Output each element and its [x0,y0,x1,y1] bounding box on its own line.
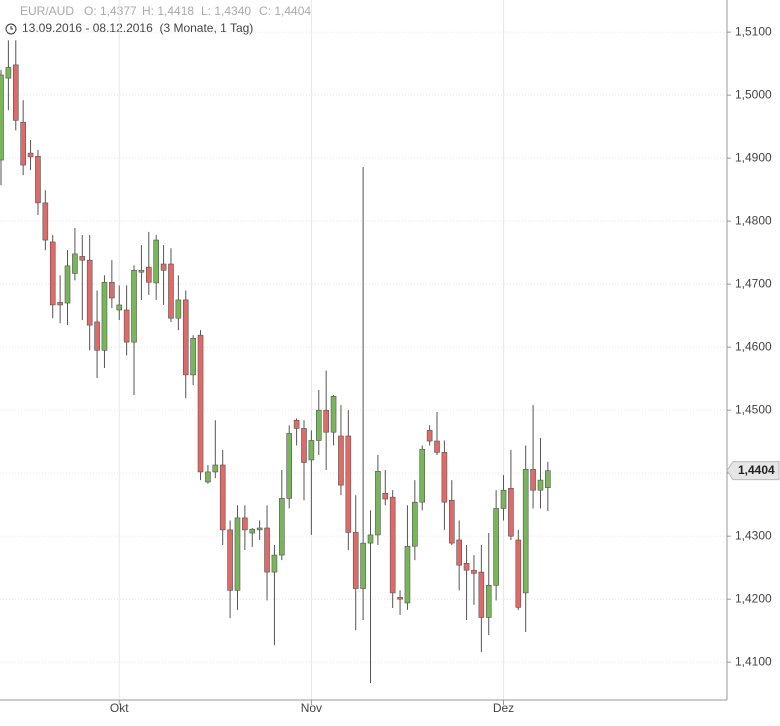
candle-body [256,527,263,531]
candle-body [219,464,226,531]
y-tick-label: 1,5100 [735,24,772,38]
candle-body [522,469,529,594]
y-tick-label: 1,5000 [735,87,772,101]
candle-body [42,202,49,241]
candle-body [94,321,100,351]
candle-body [382,493,389,500]
candle-body [57,302,63,306]
x-tick-label: Nov [301,701,322,715]
y-tick-label: 1,4300 [735,528,772,542]
candle-body [182,299,189,376]
candle-body [49,241,56,306]
candle-body [545,470,551,488]
ohlc-label: H: 1,4418 [142,4,194,18]
candle-body [146,266,152,283]
candle-body [434,440,440,453]
ohlc-label: L: 1,4340 [201,4,251,18]
candle-body [419,448,426,503]
chart-subtitle: 13.09.2016 - 08.12.2016 (3 Monate, 1 Tag… [22,21,253,35]
clock-hands [10,26,13,30]
candle-body [367,534,374,544]
chart-title: EUR/AUD [20,4,74,18]
candle-body [293,419,300,429]
candle-body [242,517,248,531]
candle-body [116,304,123,311]
candle-body [27,152,34,158]
candle-body [508,487,514,537]
candle-body [212,464,219,473]
candle-body [537,479,544,491]
candle-body [286,433,293,499]
candle-body [12,64,19,121]
candle-body [175,299,182,319]
candle-body [160,263,167,271]
candle-body [345,435,352,533]
candle-body [441,452,448,503]
candle-body [426,430,433,442]
candle-body [264,527,270,573]
clock-icon [5,23,17,35]
last-price-label: 1,4404 [738,463,775,477]
candle-body [323,409,329,433]
candle-body [375,470,381,536]
y-tick-label: 1,4100 [735,654,772,668]
candle-body [493,508,499,586]
candle-body [101,281,108,351]
candle-body [190,338,196,376]
ohlc-label: O: 1,4377 [84,4,137,18]
candle-body [234,517,241,591]
candle-body [338,435,344,486]
y-tick-label: 1,4500 [735,402,772,416]
candle-body [64,265,71,304]
candle-body [153,239,159,284]
y-tick-label: 1,4200 [735,591,772,605]
candle-body [279,498,285,556]
candle-body [131,269,137,343]
candle-body [463,562,470,571]
y-tick-label: 1,4900 [735,150,772,164]
y-tick-label: 1,4700 [735,276,772,290]
candle-body [271,554,278,573]
candle-body [20,121,26,166]
candle-body [485,585,492,618]
last-price-tag [726,461,780,481]
candle-body [227,529,233,591]
candle-body [515,539,522,608]
candle-body [412,501,418,547]
candle-body [79,256,86,261]
candle-body [471,569,477,574]
candle-body [456,539,462,566]
candle-body [404,545,411,604]
candle-body [138,269,145,273]
candle-body [330,396,337,433]
candle-body [530,469,536,491]
ohlc-label: C: 1,4404 [259,4,311,18]
candle-body [389,496,396,594]
candle-body [249,528,256,534]
candle-body [109,281,115,299]
candle-body [197,334,204,473]
candle-body [72,253,78,274]
y-tick-label: 1,4600 [735,339,772,353]
candle-body [308,440,315,461]
candle-body [86,259,93,326]
candle-body [500,489,507,509]
candle-body [352,532,359,589]
candle-body [5,67,12,79]
candle-body [205,471,211,483]
x-tick-label: Dez [493,701,514,715]
candle-body [0,74,4,161]
candle-body [448,499,455,544]
y-tick-label: 1,4800 [735,213,772,227]
candle-body [35,155,41,204]
candle-body [123,309,130,343]
candle-body [360,542,366,589]
x-tick-label: Okt [110,701,129,715]
candle-body [397,596,403,600]
candle-body [168,263,174,319]
candle-body [478,571,485,618]
candle-body [301,428,307,463]
candle-body [315,409,322,441]
